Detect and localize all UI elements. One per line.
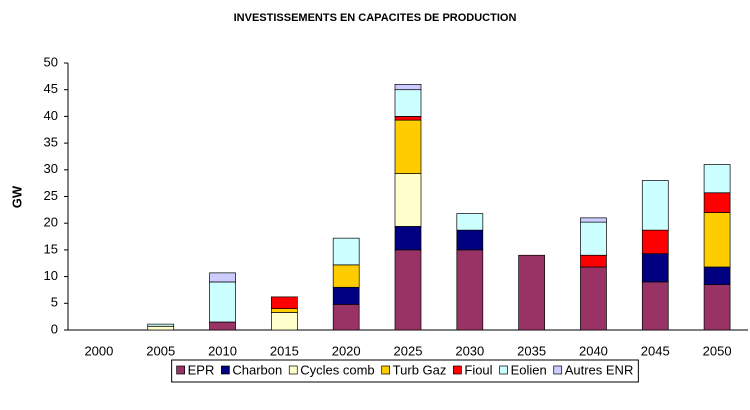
y-tick-label: 50: [44, 54, 58, 69]
legend-box: [171, 359, 639, 383]
bar-segment: [456, 249, 484, 331]
bar-segment: [209, 321, 236, 331]
x-tick-label: 2010: [208, 343, 237, 358]
x-tick-label: 2045: [641, 343, 670, 358]
y-tick-label: 25: [44, 188, 58, 203]
legend-label: Fioul: [464, 362, 492, 377]
bar-segment: [394, 173, 422, 227]
bar-segment: [580, 266, 607, 331]
bar-segment: [703, 192, 731, 213]
bar-segment: [394, 84, 422, 91]
legend-label: Charbon: [232, 362, 282, 377]
y-tick-label: 40: [44, 108, 58, 123]
y-tick-label: 10: [44, 268, 58, 283]
y-tick-label: 45: [44, 81, 58, 96]
bar-segment: [394, 249, 422, 331]
y-tick-label: 30: [44, 161, 58, 176]
y-tick-label: 35: [44, 135, 58, 150]
legend-label: Turb Gaz: [393, 362, 447, 377]
bar-segment: [518, 254, 545, 331]
y-tick-label: 15: [44, 241, 58, 256]
bar-segment: [394, 116, 422, 121]
bar-segment: [580, 217, 607, 223]
bar-segment: [209, 281, 236, 323]
legend-swatch: [221, 365, 230, 375]
bar-segment: [332, 286, 360, 305]
bar-segment: [703, 212, 731, 268]
x-tick-label: 2040: [579, 343, 608, 358]
chart-title: INVESTISSEMENTS EN CAPACITES DE PRODUCTI…: [234, 12, 517, 24]
y-tick-label: 20: [44, 215, 58, 230]
bar-segment: [332, 237, 360, 266]
x-tick-label: 2015: [270, 343, 299, 358]
bar-segment: [580, 254, 607, 268]
legend: EPR Charbon Cycles comb Turb Gaz Fioul Eolien…: [171, 359, 639, 383]
legend-label: Autres ENR: [565, 362, 634, 377]
bar-segment: [456, 213, 484, 231]
legend-label: Eolien: [511, 362, 547, 377]
bar-segment: [394, 226, 422, 251]
bar-segment: [394, 119, 422, 174]
legend-swatch: [288, 365, 298, 375]
bar-segment: [641, 180, 669, 231]
bar-segment: [147, 325, 175, 331]
legend-swatch: [553, 365, 563, 375]
legend-swatch: [453, 365, 462, 375]
bar-segment: [332, 304, 360, 331]
y-tick-label: 5: [51, 295, 58, 310]
bar-segment: [703, 284, 731, 331]
y-axis-label: GW: [9, 185, 24, 208]
x-tick-label: 2005: [146, 343, 175, 358]
bar-segment: [456, 229, 484, 251]
y-tick-label: 0: [51, 321, 58, 336]
bar-segment: [147, 323, 175, 327]
x-tick-label: 2050: [703, 343, 732, 358]
bar-segment: [580, 221, 607, 256]
x-tick-label: 2030: [455, 343, 484, 358]
bar-segment: [271, 312, 298, 331]
legend-swatch: [381, 365, 391, 375]
legend-label: Cycles comb: [300, 362, 374, 377]
bar-segment: [703, 164, 731, 194]
bar-segment: [641, 253, 669, 283]
bar-segment: [641, 281, 669, 331]
bar-segment: [209, 272, 236, 283]
bar-segment: [271, 308, 298, 313]
x-tick-label: 2020: [332, 343, 361, 358]
x-tick-label: 2035: [517, 343, 546, 358]
legend-swatch: [499, 365, 508, 375]
bar-segment: [703, 266, 731, 285]
bar-segment: [641, 229, 669, 254]
legend-swatch: [176, 365, 185, 375]
legend-label: EPR: [188, 362, 215, 377]
bar-segment: [271, 296, 298, 309]
bar-segment: [394, 89, 422, 117]
x-tick-label: 2025: [394, 343, 423, 358]
x-tick-label: 2000: [84, 343, 113, 358]
bar-segment: [332, 264, 360, 288]
